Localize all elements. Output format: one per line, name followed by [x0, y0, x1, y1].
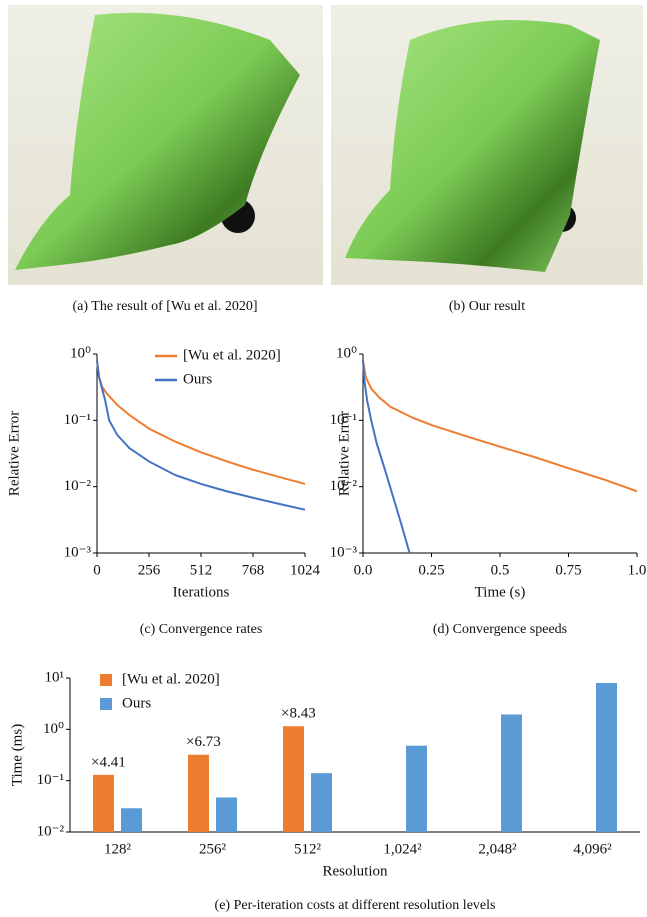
x-tick-label: 128² [104, 841, 132, 857]
x-tick-label: 512 [190, 562, 213, 578]
render-a [8, 5, 323, 285]
caption: (c) Convergence rates [140, 622, 263, 637]
x-tick-label: 0.75 [555, 562, 581, 578]
bar [501, 714, 522, 832]
x-tick-label: 0 [93, 562, 101, 578]
render-b [331, 5, 643, 285]
bar [283, 726, 304, 832]
y-tick-label: 10⁻¹ [37, 772, 64, 788]
legend-label: Ours [122, 695, 151, 711]
x-tick-label: 4,096² [573, 841, 612, 857]
bar [93, 775, 114, 832]
x-tick-label: 0.0 [354, 562, 373, 578]
legend-swatch [100, 674, 112, 686]
legend-label: [Wu et al. 2020] [122, 671, 220, 687]
x-tick-label: 0.25 [418, 562, 444, 578]
annotation: ×6.73 [186, 734, 221, 750]
caption: (e) Per-iteration costs at different res… [215, 898, 496, 913]
figure: (a) The result of [Wu et al. 2020] (b) O… [0, 0, 647, 917]
caption: (a) The result of [Wu et al. 2020] [72, 299, 257, 314]
caption: (d) Convergence speeds [433, 622, 567, 637]
y-tick-label: 10⁻³ [64, 544, 92, 560]
bar [406, 746, 427, 832]
x-axis-label: Iterations [173, 584, 230, 600]
y-tick-label: 10⁰ [70, 345, 91, 361]
y-tick-label: 10⁰ [43, 721, 64, 737]
line-series [363, 360, 410, 553]
x-tick-label: 0.5 [491, 562, 510, 578]
caption: (b) Our result [449, 299, 525, 314]
x-tick-label: 256² [199, 841, 227, 857]
bar [188, 755, 209, 832]
annotation: ×8.43 [281, 706, 316, 722]
y-axis-label: Relative Error [6, 411, 22, 496]
x-axis-label: Time (s) [475, 584, 526, 600]
y-tick-label: 10⁻³ [330, 544, 358, 560]
line-series [363, 360, 637, 491]
x-axis-label: Resolution [322, 863, 388, 879]
x-tick-label: 768 [242, 562, 265, 578]
x-tick-label: 256 [138, 562, 161, 578]
annotation: ×4.41 [91, 754, 126, 770]
legend-label: Ours [183, 371, 212, 387]
x-tick-label: 512² [294, 841, 322, 857]
bar [596, 683, 617, 832]
legend-swatch [100, 698, 112, 710]
x-tick-label: 1024 [290, 562, 321, 578]
bar [311, 773, 332, 832]
y-tick-label: 10⁻² [64, 478, 92, 494]
y-tick-label: 10⁻¹ [64, 412, 91, 428]
bar [121, 808, 142, 832]
bar [216, 797, 237, 832]
x-tick-label: 1.0 [628, 562, 647, 578]
legend-label: [Wu et al. 2020] [183, 347, 281, 363]
y-tick-label: 10⁰ [336, 345, 357, 361]
x-tick-label: 1,024² [383, 841, 422, 857]
x-tick-label: 2,048² [478, 841, 517, 857]
y-axis-label: Relative Error [336, 411, 352, 496]
y-tick-label: 10⁻² [37, 823, 65, 839]
y-axis-label: Time (ms) [9, 724, 25, 786]
y-tick-label: 10¹ [45, 669, 65, 685]
